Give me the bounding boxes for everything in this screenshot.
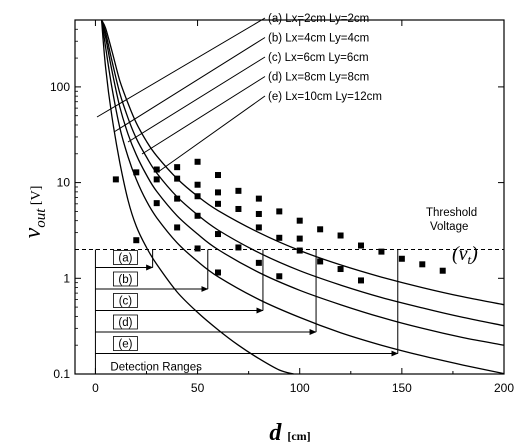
- data-point: [358, 277, 364, 284]
- data-point: [215, 231, 221, 238]
- range-label-box: [113, 271, 138, 287]
- data-point: [194, 181, 201, 188]
- data-point: [215, 189, 221, 196]
- curve-0: [100, 19, 294, 375]
- legend-entry: (c) Lx=6cm Ly=6cm: [268, 52, 369, 64]
- legend-entry: (e) Lx=10cm Ly=12cm: [268, 91, 382, 103]
- data-point: [194, 158, 201, 165]
- data-point: [439, 267, 446, 274]
- data-point: [153, 200, 160, 207]
- legend-leader: [96, 17, 266, 118]
- data-point: [276, 273, 283, 280]
- detection-ranges-title: Detection Ranges: [110, 361, 202, 373]
- data-point: [133, 237, 140, 244]
- legend-entry: (a) Lx=2cm Ly=2cm: [268, 13, 369, 25]
- data-point: [255, 195, 262, 202]
- legend: (a) Lx=2cm Ly=2cm (b) Lx=4cm Ly=4cm (c) Lx…: [96, 13, 382, 173]
- x-tick-label: 200: [494, 381, 514, 395]
- legend-leader: [113, 37, 266, 133]
- range-label: (b): [118, 274, 132, 286]
- curve-3: [100, 19, 505, 327]
- threshold-label-2: Voltage: [430, 221, 468, 233]
- data-point: [296, 235, 303, 242]
- data-point: [153, 166, 160, 173]
- x-tick-label: 0: [92, 381, 99, 395]
- data-point: [255, 259, 262, 266]
- curve-2: [100, 19, 505, 346]
- curve-layer: [100, 19, 505, 375]
- data-point: [276, 208, 283, 215]
- plot-frame: [74, 19, 505, 375]
- y-tick-label: 100: [50, 80, 70, 94]
- data-point: [215, 269, 221, 276]
- data-point: [194, 212, 201, 219]
- data-point: [255, 210, 262, 217]
- data-point: [215, 200, 221, 207]
- data-point: [194, 245, 201, 252]
- data-point: [174, 164, 181, 171]
- range-label-box: [113, 336, 138, 351]
- range-label-box: [113, 314, 138, 330]
- scatter-layer: [112, 158, 446, 284]
- data-point: [215, 172, 221, 179]
- data-point: [174, 224, 181, 231]
- y-tick-label: 0.1: [53, 367, 70, 381]
- axis-labels: vout [V] d [cm]: [20, 186, 311, 445]
- legend-leader: [141, 76, 266, 155]
- data-point: [317, 226, 324, 233]
- data-point: [398, 255, 405, 262]
- data-point: [317, 258, 324, 265]
- y-tick-label: 10: [57, 176, 71, 190]
- data-point: [337, 232, 344, 239]
- y-tick-label: 1: [63, 271, 70, 285]
- range-label: (a): [118, 252, 132, 264]
- x-tick-label: 150: [392, 381, 412, 395]
- data-point: [255, 224, 262, 231]
- data-point: [194, 193, 201, 200]
- curve-1: [100, 19, 505, 375]
- y-axis-label: vout [V]: [20, 186, 49, 239]
- range-label: (c): [119, 295, 133, 307]
- x-tick-label: 100: [290, 381, 310, 395]
- data-point: [296, 217, 303, 224]
- data-point: [235, 187, 242, 194]
- detection-range-layer: Threshold Voltage (vt) (a) (b) (c) (d) (e) Detec…: [75, 207, 504, 374]
- legend-entry: (b) Lx=4cm Ly=4cm: [268, 33, 369, 45]
- data-point: [337, 266, 344, 273]
- data-point: [133, 169, 140, 176]
- data-point: [276, 234, 283, 241]
- data-point: [235, 205, 242, 212]
- legend-leader: [127, 56, 266, 143]
- x-axis-label: d [cm]: [269, 420, 310, 445]
- plot-border: [74, 19, 505, 375]
- data-point: [112, 176, 119, 183]
- curve-4: [101, 19, 505, 306]
- data-point: [235, 244, 242, 251]
- data-point: [419, 261, 426, 268]
- range-label: (e): [118, 338, 132, 350]
- range-label: (d): [118, 317, 132, 329]
- legend-entry: (d) Lx=8cm Ly=8cm: [268, 72, 369, 84]
- data-point: [174, 175, 181, 182]
- legend-leader: [157, 95, 266, 173]
- x-tick-label: 50: [191, 381, 205, 395]
- range-label-box: [113, 293, 138, 308]
- data-point: [358, 242, 364, 249]
- threshold-symbol: (vt): [452, 243, 478, 267]
- data-point: [296, 247, 303, 254]
- data-point: [153, 176, 160, 183]
- data-point: [378, 248, 385, 255]
- axis-ticks: 0 50 100 150 200 0.1 1 10 100: [50, 19, 514, 395]
- threshold-label-1: Threshold: [426, 207, 477, 219]
- range-label-box: [113, 250, 138, 265]
- data-point: [174, 195, 181, 202]
